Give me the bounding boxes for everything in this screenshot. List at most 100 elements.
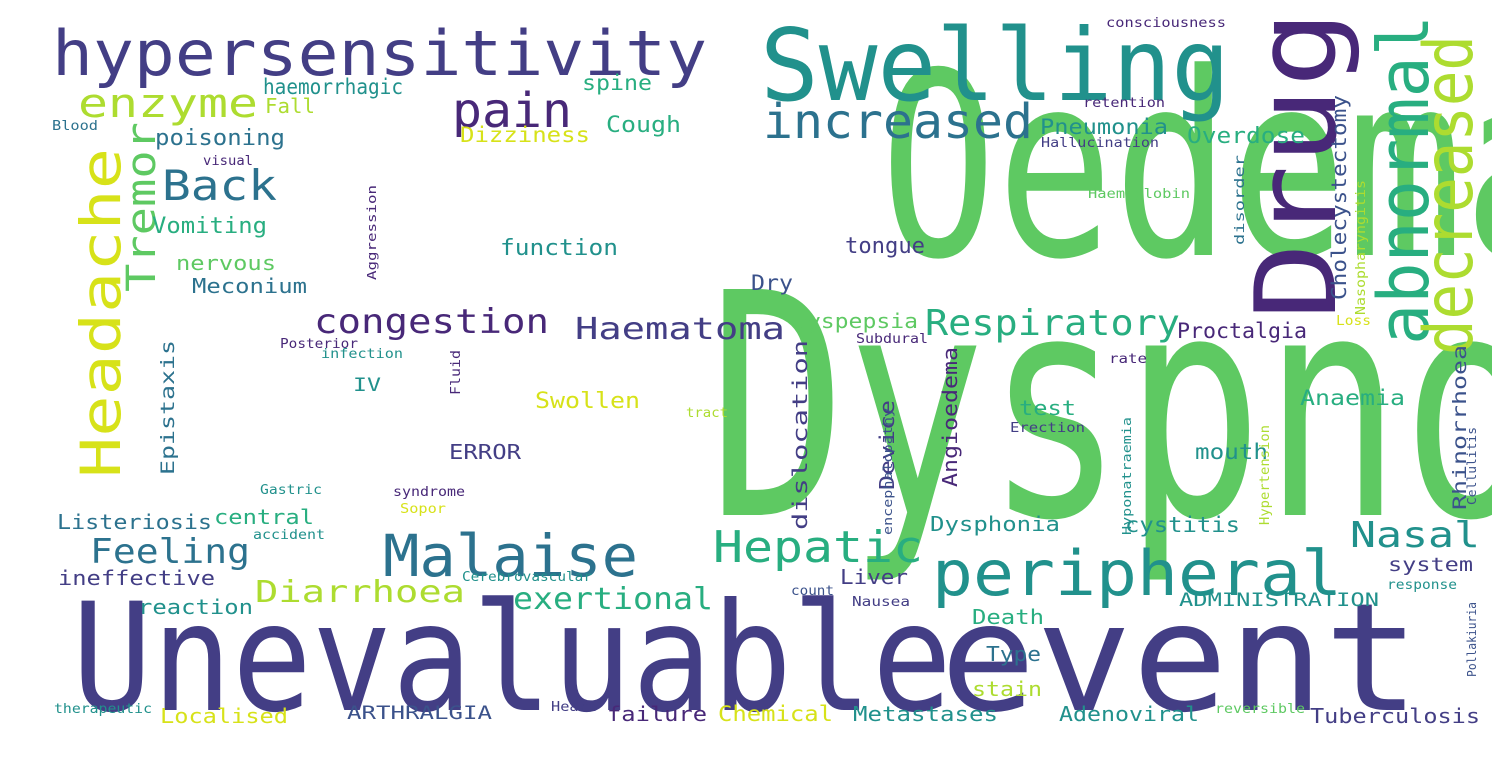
word-cloud-term: Heart <box>551 700 597 715</box>
word-cloud-term: encephalopathy <box>881 408 895 535</box>
word-cloud-term: Tremor <box>119 122 165 292</box>
word-cloud-term: Nasal <box>1350 515 1480 556</box>
word-cloud-term: ARTHRALGIA <box>347 702 493 724</box>
word-cloud-term: function <box>500 236 618 261</box>
word-cloud-term: Cellulitis <box>1465 427 1479 505</box>
word-cloud-term: Unevaluable <box>72 572 952 746</box>
word-cloud-term: Liver <box>840 565 908 589</box>
word-cloud-term: Dyspnoea <box>708 228 1492 589</box>
word-cloud-term: Fall <box>265 94 315 118</box>
word-cloud-term: Haemoglobin <box>1088 187 1190 202</box>
word-cloud-term: dislocation <box>788 340 812 530</box>
word-cloud-term: Haematoma <box>575 312 785 347</box>
word-cloud-term: abnormal <box>1363 15 1445 345</box>
word-cloud-term: Proctalgia <box>1177 319 1307 343</box>
word-cloud-term: Hyponatraemia <box>1120 417 1134 535</box>
word-cloud-term: Sopor <box>400 502 446 517</box>
word-cloud-term: Hypertension <box>1258 425 1273 525</box>
word-cloud-term: Pneumonia <box>1040 115 1168 139</box>
word-cloud-term: Dry <box>751 271 793 295</box>
word-cloud-term: Nausea <box>852 595 910 610</box>
word-cloud-term: cystitis <box>1125 513 1240 537</box>
word-cloud-term: IV <box>353 374 381 396</box>
word-cloud-term: spine <box>582 71 652 95</box>
word-cloud-term: Chemical <box>718 702 833 726</box>
word-cloud-term: tongue <box>845 234 925 259</box>
word-cloud-term: failure <box>607 702 707 726</box>
word-cloud-term: disorder <box>1233 155 1248 245</box>
word-cloud-term: Erection <box>1010 421 1085 436</box>
word-cloud-term: test <box>1019 396 1076 420</box>
word-cloud-term: reversible <box>1215 702 1305 717</box>
word-cloud-term: mouth <box>1195 440 1268 464</box>
word-cloud-term: congestion <box>314 302 549 342</box>
word-cloud-term: Cough <box>606 113 681 138</box>
word-cloud-term: Angioedema <box>938 347 962 487</box>
word-cloud-term: response <box>1387 578 1457 593</box>
word-cloud-term: central <box>214 505 314 529</box>
word-cloud-term: Cholecystectomy <box>1327 95 1351 300</box>
word-cloud-term: Swollen <box>535 389 640 414</box>
word-cloud-term: Aggression <box>365 185 379 280</box>
word-cloud-term: syndrome <box>393 485 465 500</box>
word-cloud-term: Type <box>986 642 1041 666</box>
word-cloud-term: tract <box>686 406 728 421</box>
word-cloud-term: peripheral <box>932 537 1342 610</box>
word-cloud-term: reaction <box>138 595 253 619</box>
word-cloud-term: Vomiting <box>152 214 267 239</box>
word-cloud-term: Dizziness <box>460 123 590 147</box>
word-cloud-term: Metastases <box>853 702 998 726</box>
word-cloud-term: Localised <box>160 704 288 728</box>
word-cloud-term: Blood <box>52 119 98 134</box>
word-cloud-term: Swelling <box>760 7 1230 124</box>
word-cloud-term: Gastric <box>260 483 322 498</box>
word-cloud-term: increased <box>763 94 1033 150</box>
word-cloud-term: nervous <box>176 251 276 275</box>
word-cloud-term: Anaemia <box>1300 386 1405 410</box>
word-cloud-term: visual <box>203 154 253 169</box>
word-cloud-term: Malaise <box>383 522 638 590</box>
word-cloud-term: Dyspepsia <box>793 309 918 333</box>
word-cloud-term: Epistaxis <box>157 340 179 475</box>
word-cloud-term: Overdose <box>1187 124 1305 149</box>
word-cloud-term: decreased <box>1410 35 1489 355</box>
word-cloud-term: Posterior <box>280 337 358 352</box>
word-cloud-term: Dysphonia <box>930 512 1060 536</box>
word-cloud-term: retention <box>1083 96 1165 111</box>
word-cloud-term: Meconium <box>192 274 307 298</box>
word-cloud-term: system <box>1388 554 1473 576</box>
word-cloud-term: consciousness <box>1106 16 1226 31</box>
word-cloud-term: Adenoviral <box>1059 702 1199 726</box>
word-cloud-term: Death <box>972 605 1044 629</box>
word-cloud-term: therapeutic <box>54 702 152 717</box>
word-cloud-term: Oedema <box>880 19 1492 316</box>
word-cloud-term: ADMINISTRATION <box>1179 589 1379 611</box>
word-cloud-term: haemorrhagic <box>263 75 403 99</box>
word-cloud-term: rate <box>1109 352 1147 367</box>
word-cloud-term: Nasopharyngitis <box>1354 180 1369 315</box>
word-cloud-term: Back <box>162 161 277 210</box>
word-cloud-term: Listeriosis <box>57 510 212 534</box>
word-cloud-term: event <box>940 572 1420 746</box>
word-cloud-term: Diarrhoea <box>255 575 465 610</box>
word-cloud-term: exertional <box>513 582 713 617</box>
word-cloud-term: Rhinorrhoea <box>1449 345 1471 510</box>
word-cloud-term: Cerebrovascular <box>462 570 592 585</box>
word-cloud-term: ERROR <box>449 440 522 464</box>
word-cloud-term: Respiratory <box>925 303 1180 344</box>
word-cloud-term: pain <box>452 83 572 139</box>
word-cloud-term: enzyme <box>78 81 258 127</box>
word-cloud-term: Headache <box>69 148 133 478</box>
word-cloud-term: poisoning <box>155 126 285 151</box>
word-cloud-term: ineffective <box>58 566 215 590</box>
word-cloud-term: Drug <box>1232 10 1362 320</box>
word-cloud-term: accident <box>253 528 325 543</box>
word-cloud-term: Device <box>875 400 899 490</box>
word-cloud-term: Hallucination <box>1041 136 1159 151</box>
word-cloud-term: Feeling <box>90 532 250 572</box>
word-cloud-term: Loss <box>1336 314 1371 329</box>
word-cloud-term: Fluid <box>449 350 464 395</box>
word-cloud-term: infection <box>321 347 403 362</box>
word-cloud-term: count <box>791 584 834 599</box>
